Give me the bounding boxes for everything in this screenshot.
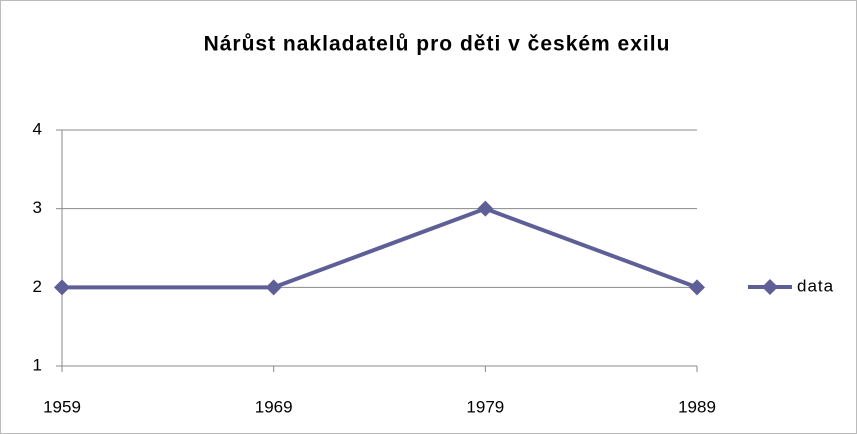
chart-title: Nárůst nakladatelů pro děti v českém exi… [204,33,671,56]
y-tick-label: 1 [33,355,42,374]
x-tick-label: 1989 [678,397,716,416]
y-tick-label: 2 [33,277,42,296]
data-marker [477,200,494,217]
x-tick-label: 1959 [43,397,81,416]
legend-marker [762,279,778,295]
y-tick-label: 4 [33,119,42,138]
data-marker [54,279,70,296]
y-tick-label: 3 [33,198,42,217]
data-marker [689,279,705,296]
data-line [62,206,698,290]
x-tick-label: 1969 [255,397,293,416]
legend-label: data [797,276,834,295]
data-marker [265,279,282,296]
x-tick-label: 1979 [466,397,504,416]
